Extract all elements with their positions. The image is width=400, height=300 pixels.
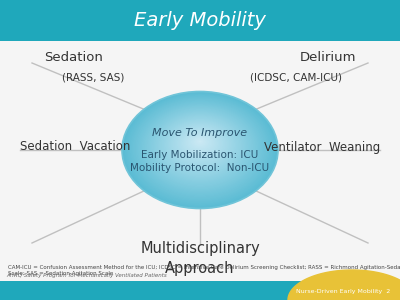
Circle shape (158, 115, 242, 177)
Circle shape (173, 124, 227, 165)
Circle shape (148, 108, 252, 186)
Text: Early Mobility: Early Mobility (134, 11, 266, 30)
Text: Early Mobilization: ICU: Early Mobilization: ICU (141, 149, 259, 160)
Circle shape (174, 125, 226, 164)
Circle shape (126, 94, 274, 205)
Bar (0, 0, 400, 40)
Circle shape (149, 109, 251, 185)
Circle shape (125, 93, 275, 206)
Circle shape (143, 105, 257, 190)
Text: AHRQ Safety Program for Mechanically Ventilated Patients: AHRQ Safety Program for Mechanically Ven… (6, 273, 167, 278)
Circle shape (197, 140, 202, 143)
Text: Delirium: Delirium (300, 51, 356, 64)
Circle shape (184, 131, 216, 155)
Circle shape (166, 120, 234, 170)
Circle shape (175, 125, 225, 163)
Circle shape (165, 119, 235, 172)
Circle shape (157, 114, 243, 178)
Circle shape (123, 92, 277, 207)
Circle shape (178, 127, 222, 160)
Circle shape (135, 100, 265, 197)
Circle shape (170, 122, 230, 167)
Circle shape (187, 133, 213, 152)
Circle shape (144, 106, 256, 189)
Circle shape (192, 136, 208, 148)
Circle shape (134, 99, 266, 198)
Circle shape (169, 121, 231, 168)
Circle shape (138, 101, 262, 195)
Circle shape (122, 92, 278, 208)
Text: Sedation: Sedation (44, 51, 103, 64)
Circle shape (199, 140, 201, 142)
Text: (RASS, SAS): (RASS, SAS) (62, 72, 124, 82)
Circle shape (142, 104, 258, 192)
Circle shape (131, 97, 269, 201)
Circle shape (136, 100, 264, 196)
Circle shape (156, 113, 244, 179)
Circle shape (191, 135, 209, 149)
Circle shape (194, 137, 206, 147)
Text: Ventilator  Weaning: Ventilator Weaning (264, 140, 380, 154)
Circle shape (172, 123, 229, 166)
Circle shape (153, 111, 247, 182)
Text: CAM-ICU = Confusion Assessment Method for the ICU; ICDSC = Intensive Care Deliri: CAM-ICU = Confusion Assessment Method fo… (8, 265, 400, 276)
Circle shape (154, 112, 246, 181)
Text: Multidisciplinary
Approach: Multidisciplinary Approach (140, 242, 260, 276)
Circle shape (128, 96, 272, 203)
Text: Nurse-Driven Early Mobility  2: Nurse-Driven Early Mobility 2 (296, 289, 390, 294)
Circle shape (150, 110, 250, 184)
Circle shape (168, 121, 232, 169)
Circle shape (146, 106, 255, 188)
Circle shape (164, 118, 236, 172)
Circle shape (182, 130, 218, 157)
Polygon shape (288, 270, 400, 300)
Bar (0, 280, 400, 300)
Circle shape (188, 134, 212, 151)
Circle shape (160, 116, 240, 176)
Circle shape (177, 126, 223, 161)
Text: Move To Improve: Move To Improve (152, 128, 248, 139)
Circle shape (162, 117, 238, 174)
Text: Sedation  Vacation: Sedation Vacation (20, 140, 130, 154)
Circle shape (161, 116, 239, 175)
Circle shape (180, 129, 220, 158)
Circle shape (132, 98, 268, 200)
Circle shape (179, 128, 221, 159)
Circle shape (130, 97, 270, 202)
Circle shape (183, 130, 217, 156)
Text: (ICDSC, CAM-ICU): (ICDSC, CAM-ICU) (250, 72, 342, 82)
Circle shape (127, 95, 273, 204)
Circle shape (140, 103, 260, 193)
Text: Mobility Protocol:  Non-ICU: Mobility Protocol: Non-ICU (130, 163, 270, 173)
Circle shape (196, 139, 204, 145)
Circle shape (195, 138, 205, 146)
Circle shape (147, 107, 253, 187)
Circle shape (152, 111, 248, 183)
Circle shape (139, 102, 261, 194)
Circle shape (186, 132, 214, 154)
Circle shape (190, 135, 210, 150)
